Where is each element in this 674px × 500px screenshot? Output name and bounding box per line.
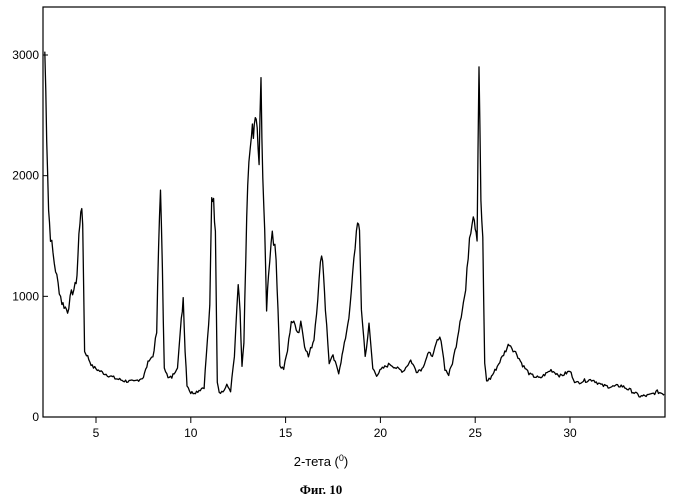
x-tick-label: 20 (374, 426, 388, 440)
y-tick-label: 3000 (12, 48, 39, 62)
x-tick-label: 10 (184, 426, 198, 440)
diffraction-pattern-line (45, 52, 664, 397)
x-tick-label: 25 (469, 426, 483, 440)
y-tick-label: 2000 (12, 169, 39, 183)
x-axis-title: 2-тета (0) (294, 453, 349, 469)
y-tick-label: 1000 (12, 289, 39, 303)
y-tick-label: 0 (32, 410, 39, 424)
x-tick-label: 5 (93, 426, 100, 440)
plot-frame (43, 7, 665, 417)
figure-caption: Фиг. 10 (300, 482, 343, 497)
x-tick-label: 30 (563, 426, 577, 440)
x-tick-label: 15 (279, 426, 293, 440)
